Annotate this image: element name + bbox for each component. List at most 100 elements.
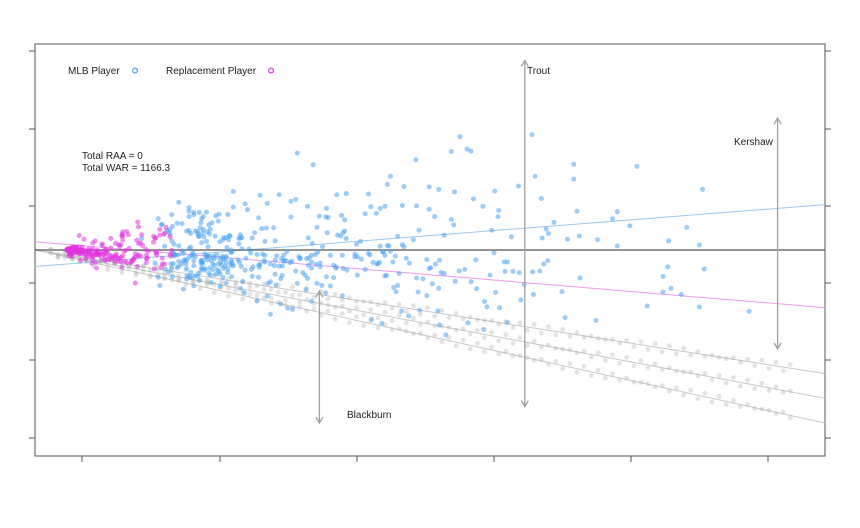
- mlb-point: [577, 275, 583, 281]
- projected-point: [553, 346, 559, 351]
- mlb-point: [179, 221, 185, 227]
- legend: MLB Player Replacement Player: [68, 66, 275, 77]
- mlb-point: [424, 293, 430, 299]
- projected-point: [780, 409, 786, 415]
- replacement-point: [153, 250, 159, 256]
- projected-point: [247, 291, 253, 297]
- projected-point: [659, 349, 665, 355]
- mlb-point: [634, 163, 640, 169]
- mlb-point: [609, 216, 615, 222]
- mlb-point: [186, 208, 192, 214]
- projected-point: [489, 344, 495, 350]
- mlb-point: [241, 290, 247, 296]
- projected-point: [546, 324, 551, 330]
- mlb-point: [188, 275, 194, 281]
- mlb-point: [288, 214, 294, 220]
- mlb-point: [665, 264, 671, 270]
- mlb-point: [238, 263, 244, 269]
- mlb-point: [443, 332, 449, 338]
- replacement-point: [143, 256, 149, 262]
- mlb-point: [196, 277, 202, 283]
- mlb-point: [188, 231, 194, 237]
- projected-point: [560, 326, 566, 332]
- mlb-point: [426, 184, 432, 190]
- projected-points: [48, 246, 793, 421]
- mlb-point: [166, 269, 172, 275]
- mlb-point: [314, 280, 320, 286]
- projected-point: [730, 355, 736, 361]
- projected-point: [204, 280, 210, 285]
- projected-point: [510, 353, 516, 359]
- mlb-point: [273, 282, 279, 288]
- projected-point: [631, 363, 637, 369]
- replacement-point: [81, 236, 87, 242]
- mlb-point: [243, 255, 249, 261]
- mlb-point: [436, 322, 442, 328]
- projected-point: [268, 301, 274, 306]
- mlb-point: [294, 150, 300, 156]
- mlb-point: [468, 279, 474, 285]
- projected-point: [652, 384, 658, 390]
- replacement-point: [125, 232, 131, 238]
- mlb-point: [256, 215, 262, 221]
- mlb-point: [223, 235, 229, 241]
- projected-point: [361, 298, 367, 304]
- projected-point: [538, 330, 544, 336]
- projected-point: [752, 386, 758, 392]
- projected-point: [432, 332, 438, 338]
- mlb-point: [546, 231, 551, 237]
- projected-point: [460, 316, 466, 322]
- mlb-point: [155, 274, 161, 280]
- mlb-point: [236, 241, 242, 247]
- mlb-point: [399, 308, 405, 314]
- projected-point: [538, 344, 544, 350]
- replacement-point: [132, 280, 138, 286]
- projected-point: [339, 297, 345, 303]
- mlb-point: [410, 237, 416, 243]
- mlb-point: [317, 260, 323, 266]
- projected-point: [510, 325, 516, 330]
- projected-point: [759, 357, 765, 363]
- projected-point: [247, 280, 253, 286]
- arrow-head: [773, 342, 782, 351]
- projected-point: [681, 392, 686, 398]
- mlb-point: [334, 192, 340, 198]
- projected-point: [524, 328, 530, 333]
- projected-point: [574, 369, 580, 375]
- mlb-point: [502, 268, 508, 274]
- replacement-point: [135, 263, 141, 269]
- mlb-point: [293, 268, 299, 274]
- mlb-point: [289, 258, 295, 264]
- projected-point: [98, 260, 103, 266]
- mlb-point: [294, 280, 300, 286]
- replacement-point: [112, 259, 118, 265]
- projected-point: [162, 275, 167, 281]
- data-points: [64, 132, 752, 338]
- projected-point: [254, 283, 260, 289]
- mlb-point: [401, 244, 407, 250]
- mlb-point: [627, 223, 633, 229]
- projected-point: [268, 286, 274, 292]
- mlb-point: [327, 252, 333, 258]
- projected-point: [581, 364, 587, 369]
- projected-point: [709, 399, 715, 405]
- projected-point: [695, 373, 701, 379]
- mlb-point: [343, 191, 349, 197]
- projected-point: [55, 252, 61, 257]
- mlb-point: [310, 162, 316, 168]
- replacement-point: [122, 258, 128, 264]
- mlb-point: [510, 268, 516, 274]
- mlb-point: [219, 254, 225, 260]
- projected-point: [460, 326, 466, 332]
- legend-label-replacement: Replacement Player: [166, 66, 257, 77]
- mlb-point: [278, 256, 284, 262]
- mlb-point: [272, 271, 278, 277]
- mlb-point: [340, 266, 346, 272]
- mlb-point: [424, 256, 430, 262]
- projected-point: [702, 390, 708, 396]
- projected-point: [716, 372, 722, 378]
- fit-lines: [34, 204, 826, 424]
- mlb-point: [217, 271, 223, 277]
- mlb-point: [545, 258, 551, 264]
- mlb-point: [242, 267, 248, 273]
